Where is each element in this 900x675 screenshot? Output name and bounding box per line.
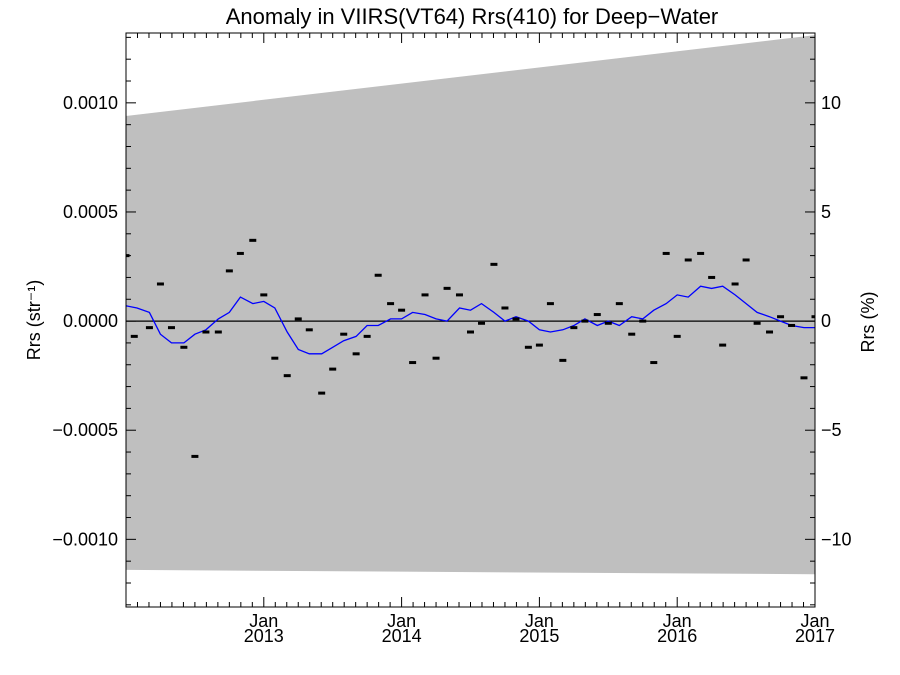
uncertainty-band — [126, 35, 815, 575]
data-point — [260, 293, 268, 297]
data-point — [271, 356, 279, 360]
x-tick-label-month: Jan — [800, 611, 829, 631]
data-point — [800, 376, 808, 380]
data-point — [788, 323, 796, 327]
data-point — [524, 345, 532, 349]
data-point — [501, 306, 509, 310]
data-point — [753, 321, 761, 325]
data-point — [731, 282, 739, 286]
data-point — [225, 269, 233, 273]
smoothed-line — [126, 285, 815, 355]
data-point — [708, 275, 716, 279]
y-tick-label-left: −0.0005 — [52, 420, 118, 440]
data-point — [249, 238, 257, 242]
data-point — [628, 332, 636, 336]
data-point — [467, 330, 474, 334]
axes: 0.0010 0.0005 0.0000 −0.0005 −0.0010 10 5 0 −5 −1… — [52, 32, 852, 646]
data-point — [329, 367, 337, 371]
data-point — [340, 332, 348, 336]
data-point — [490, 262, 498, 266]
x-tick-label-month: Jan — [249, 611, 278, 631]
x-tick-label-year: 2016 — [657, 626, 697, 646]
data-point — [167, 326, 175, 330]
data-point — [742, 258, 750, 262]
data-point — [650, 361, 658, 365]
x-tick-label-year: 2013 — [244, 626, 284, 646]
plot-clip-group — [126, 35, 815, 575]
data-point — [673, 334, 681, 338]
data-point — [581, 319, 589, 323]
data-point — [697, 251, 705, 255]
data-point — [305, 328, 313, 332]
data-point — [443, 286, 451, 290]
y-axis-label-left: Rrs (str⁻¹) — [24, 280, 44, 360]
data-point — [535, 343, 543, 347]
data-point — [283, 374, 291, 378]
data-point — [684, 258, 692, 262]
data-point — [432, 356, 440, 360]
x-tick-label-year: 2014 — [382, 626, 422, 646]
y-axis-label-right: Rrs (%) — [858, 292, 878, 353]
data-point — [363, 334, 371, 338]
data-point — [639, 319, 647, 323]
plot-area — [126, 35, 815, 575]
data-point — [191, 454, 199, 458]
x-tick-label-month: Jan — [663, 611, 692, 631]
data-point — [318, 391, 326, 395]
data-point — [570, 326, 578, 330]
data-point — [352, 352, 360, 356]
y-tick-label-right: −10 — [821, 529, 852, 549]
data-point — [409, 361, 417, 365]
data-point — [236, 251, 244, 255]
data-point — [202, 330, 210, 334]
x-tick-label-month: Jan — [525, 611, 554, 631]
data-point — [145, 326, 153, 330]
data-point — [546, 302, 554, 306]
x-tick-label-month: Jan — [387, 611, 416, 631]
data-point — [387, 302, 395, 306]
data-point — [478, 321, 486, 325]
y-tick-label-left: 0.0000 — [63, 311, 118, 331]
y-tick-label-left: −0.0010 — [52, 529, 118, 549]
y-tick-label-left: 0.0005 — [63, 202, 118, 222]
y-tick-label-right: 0 — [821, 311, 831, 331]
data-point — [559, 358, 567, 362]
data-point — [398, 308, 406, 312]
data-point — [214, 330, 222, 334]
data-point — [662, 251, 670, 255]
y-tick-label-right: 5 — [821, 202, 831, 222]
data-point — [294, 317, 302, 321]
y-tick-label-right: 10 — [821, 93, 841, 113]
y-tick-label-left: 0.0010 — [63, 93, 118, 113]
data-point — [604, 321, 612, 325]
data-point — [777, 315, 785, 319]
data-point — [421, 293, 429, 297]
x-tick-label-year: 2017 — [795, 626, 835, 646]
data-point — [719, 343, 727, 347]
data-point — [130, 334, 138, 338]
data-point — [766, 330, 774, 334]
data-point — [512, 317, 520, 321]
x-tick-label-year: 2015 — [519, 626, 559, 646]
y-tick-label-right: −5 — [821, 420, 842, 440]
data-point — [615, 302, 623, 306]
data-point — [455, 293, 463, 297]
data-point — [811, 315, 815, 319]
data-point — [593, 313, 601, 317]
data-point — [374, 273, 382, 277]
chart-title: Anomaly in VIIRS(VT64) Rrs(410) for Deep… — [226, 4, 719, 29]
data-point — [156, 282, 164, 286]
data-point — [180, 345, 188, 349]
